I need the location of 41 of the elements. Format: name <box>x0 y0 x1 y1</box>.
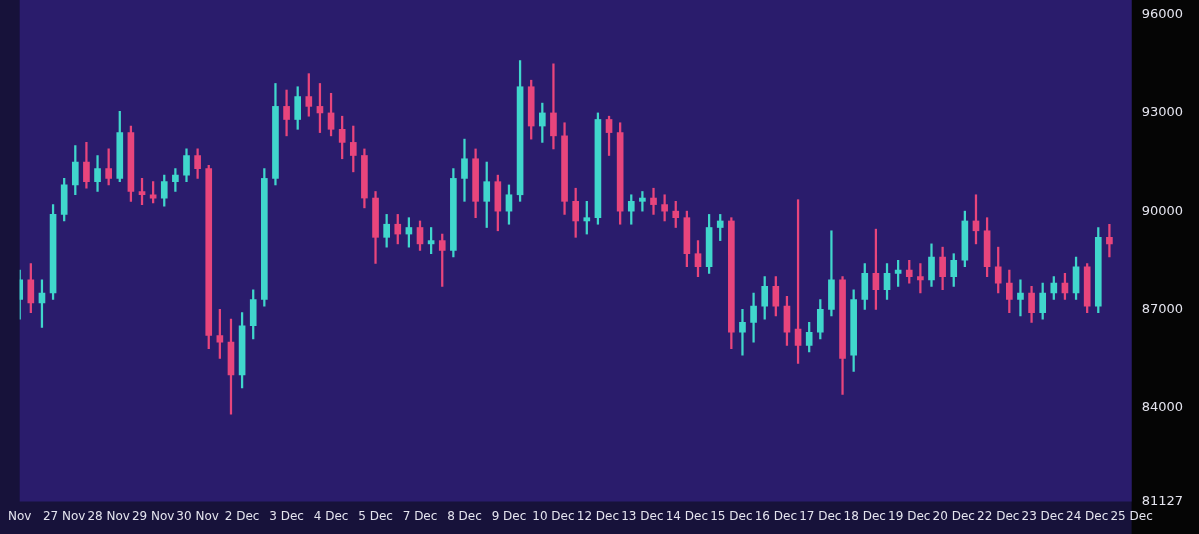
x-tick-label: 20 Dec <box>932 508 975 523</box>
x-tick-label: 7 Dec <box>402 508 438 523</box>
y-tick-label: 81127 <box>1141 492 1183 508</box>
candlestick <box>650 187 657 215</box>
x-tick-label: 10 Dec <box>532 508 575 523</box>
x-tick-label: Nov <box>8 508 32 523</box>
x-tick-label: 30 Nov <box>176 508 219 523</box>
x-tick-label: 18 Dec <box>843 508 886 523</box>
x-tick-label: 23 Dec <box>1021 508 1064 523</box>
candlestick <box>172 168 179 192</box>
x-tick-label: 25 Dec <box>1110 508 1153 523</box>
x-tick-label: 28 Nov <box>87 508 130 523</box>
candlestick <box>1106 223 1113 258</box>
x-tick-label: 19 Dec <box>888 508 931 523</box>
y-tick-label: 87000 <box>1141 300 1183 316</box>
x-tick-label: 5 Dec <box>358 508 393 523</box>
candlestick <box>550 63 557 150</box>
y-tick-label: 93000 <box>1141 104 1183 120</box>
x-tick-label: 2 Dec <box>224 508 260 523</box>
y-tick-label: 84000 <box>1141 398 1183 414</box>
x-tick-label: 15 Dec <box>710 508 753 523</box>
y-tick-label: 96000 <box>1141 6 1183 22</box>
candlestick <box>283 89 290 137</box>
x-tick-label: 13 Dec <box>621 508 664 523</box>
candlestick <box>739 309 746 356</box>
x-tick-label: 9 Dec <box>491 508 527 523</box>
x-tick-label: 14 Dec <box>665 508 709 523</box>
x-tick-label: 12 Dec <box>576 508 620 523</box>
x-tick-label: 8 Dec <box>447 508 482 523</box>
y-tick-label: 90000 <box>1141 202 1183 218</box>
x-tick-label: 17 Dec <box>799 508 842 523</box>
x-tick-label: 29 Nov <box>131 508 175 523</box>
x-tick-label: 4 Dec <box>313 508 349 523</box>
x-tick-label: 24 Dec <box>1066 508 1109 523</box>
candlestick <box>639 191 646 212</box>
x-tick-label: 27 Nov <box>42 508 86 523</box>
x-tick-label: 3 Dec <box>269 508 304 523</box>
x-tick-label: 22 Dec <box>977 508 1020 523</box>
candlestick <box>917 263 924 294</box>
x-tick-label: 16 Dec <box>754 508 797 523</box>
candlestick <box>1017 279 1024 317</box>
